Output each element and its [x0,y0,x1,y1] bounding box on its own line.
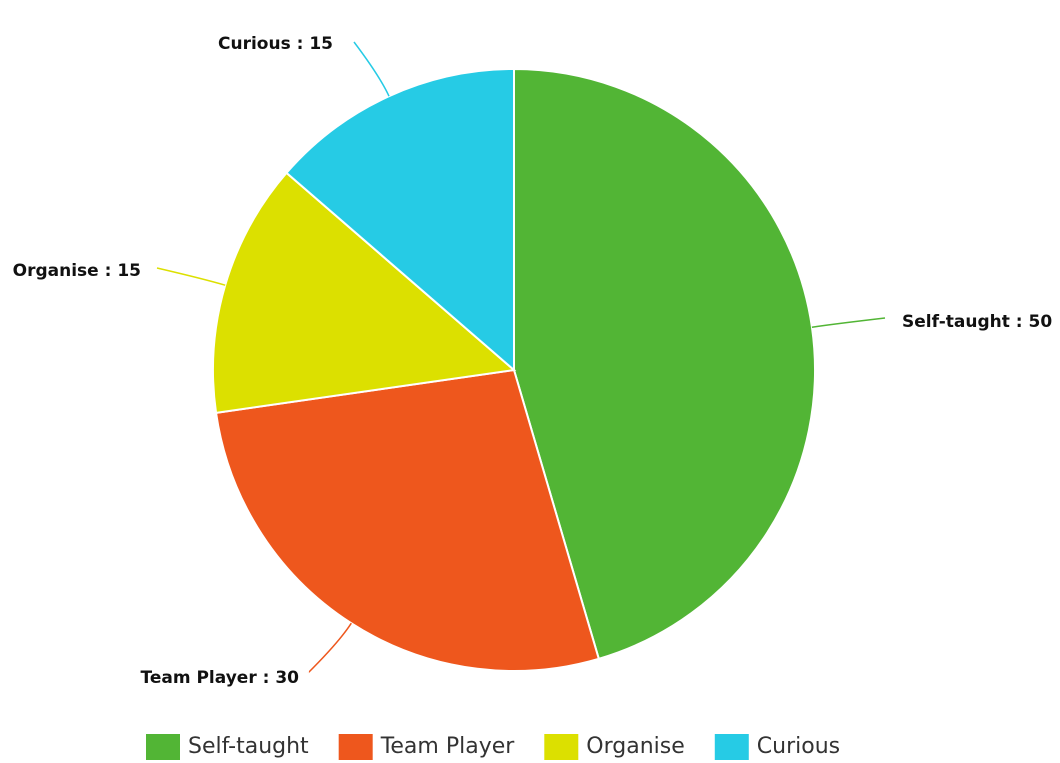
data-label-background [130,660,310,696]
legend: Self-taught Team Player Organise Curious [146,734,840,760]
data-label-team-player: Team Player : 30 [141,668,300,688]
legend-label-organise: Organise [586,734,684,759]
legend-item-team-player[interactable]: Team Player [338,734,516,760]
leader-line-curious [353,41,390,97]
data-label-self-taught: Self-taught : 50 [902,312,1052,332]
leader-line-self-taught [811,317,886,328]
legend-label-team-player: Team Player [380,734,516,759]
data-label-background [2,253,151,289]
leader-line-team-player [307,622,352,674]
data-label-organise: Organise : 15 [13,261,141,281]
data-labels: Self-taught : 50 Team Player : 30 Organise… [2,26,1060,696]
data-label-background [208,26,343,62]
leader-lines [156,41,886,674]
legend-swatch-curious [714,734,749,760]
data-label-curious: Curious : 15 [218,34,333,54]
legend-item-organise[interactable]: Organise [544,734,685,760]
leader-line-organise [156,267,226,286]
pie-slices [211,67,817,673]
legend-item-self-taught[interactable]: Self-taught [146,734,309,760]
legend-label-curious: Curious [757,734,840,759]
legend-swatch-organise [544,734,579,760]
legend-swatch-self-taught [146,734,180,760]
legend-swatch-team-player [338,734,373,760]
legend-label-self-taught: Self-taught [188,734,309,759]
legend-item-curious[interactable]: Curious [714,734,840,760]
data-label-background [892,304,1060,340]
